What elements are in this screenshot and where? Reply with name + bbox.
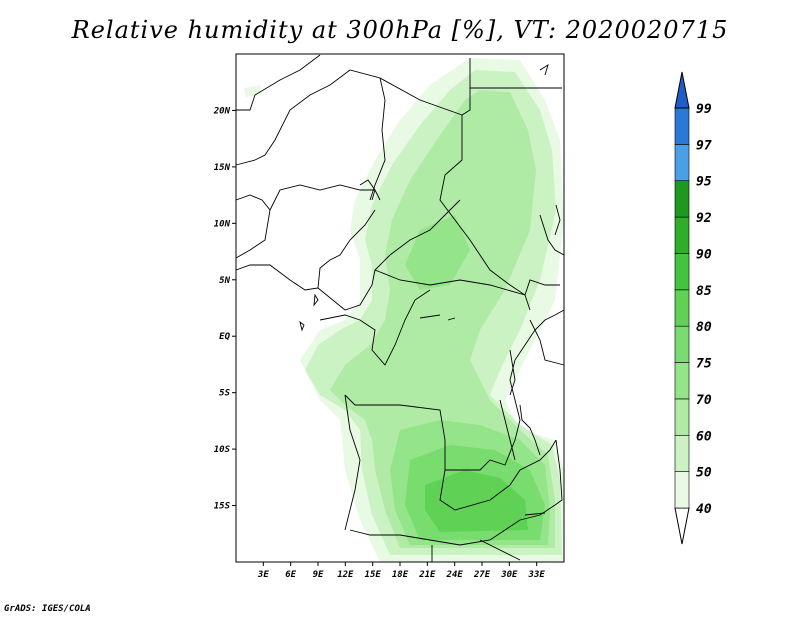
x-tick-label: 12E xyxy=(337,570,354,580)
x-tick-label: 9E xyxy=(313,570,324,580)
colorbar-segment xyxy=(674,180,690,218)
colorbar-label: 60 xyxy=(696,429,712,444)
x-tick-label: 24E xyxy=(446,570,464,580)
map-title: Relative humidity at 300hPa [%], VT: 202… xyxy=(71,16,729,44)
y-tick-label: 5S xyxy=(219,389,230,399)
x-tick-label: 21E xyxy=(418,570,436,580)
colorbar-label: 50 xyxy=(696,466,712,481)
colorbar-segment xyxy=(674,398,690,436)
colorbar-segment xyxy=(674,434,690,472)
y-tick-label: 10S xyxy=(214,445,231,455)
colorbar: 40 50 60 70 75 80 85 90 92 95 97 99 xyxy=(674,71,712,545)
colorbar-label: 75 xyxy=(696,357,712,372)
colorbar-segment xyxy=(674,144,690,182)
x-tick-label: 27E xyxy=(473,570,491,580)
colorbar-label: 99 xyxy=(696,102,712,117)
x-tick-label: 6E xyxy=(285,570,296,580)
y-tick-label: 5N xyxy=(219,276,230,286)
colorbar-label: 85 xyxy=(696,284,712,299)
x-tick-label: 3E xyxy=(257,570,269,580)
colorbar-label: 70 xyxy=(696,393,712,408)
colorbar-label: 97 xyxy=(696,138,712,153)
y-tick-label: 20N xyxy=(213,106,231,116)
grads-credit: GrADS: IGES/COLA xyxy=(4,604,91,614)
y-tick-label: 10N xyxy=(214,219,231,229)
colorbar-segment xyxy=(674,253,690,291)
colorbar-label: 90 xyxy=(696,247,712,262)
x-axis-ticks: 3E 6E 9E 12E 15E 18E 21E 24E 27E 30E 33E xyxy=(257,562,545,580)
x-tick-label: 33E xyxy=(528,570,546,580)
x-tick-label: 30E xyxy=(500,570,518,580)
y-axis-ticks: 20N 15N 10N 5N EQ 5S 10S 15S xyxy=(213,106,236,512)
colorbar-label: 80 xyxy=(696,320,712,335)
humidity-shading xyxy=(244,58,564,562)
map-boundaries xyxy=(235,54,565,562)
colorbar-under-triangle xyxy=(674,507,690,545)
colorbar-segment xyxy=(674,362,690,400)
colorbar-segment xyxy=(674,325,690,363)
colorbar-label: 95 xyxy=(696,175,712,190)
x-tick-label: 18E xyxy=(392,570,409,580)
y-tick-label: 15S xyxy=(214,502,231,512)
x-tick-label: 15E xyxy=(365,570,382,580)
colorbar-segment xyxy=(674,289,690,327)
colorbar-over-triangle xyxy=(674,71,690,109)
colorbar-segment xyxy=(674,216,690,254)
colorbar-segment xyxy=(674,107,690,145)
colorbar-label: 92 xyxy=(696,211,712,226)
y-tick-label: 15N xyxy=(214,163,231,173)
colorbar-label: 40 xyxy=(696,502,712,517)
colorbar-segment xyxy=(674,471,690,509)
humidity-level-80 xyxy=(425,470,528,532)
y-tick-label: EQ xyxy=(219,332,230,342)
